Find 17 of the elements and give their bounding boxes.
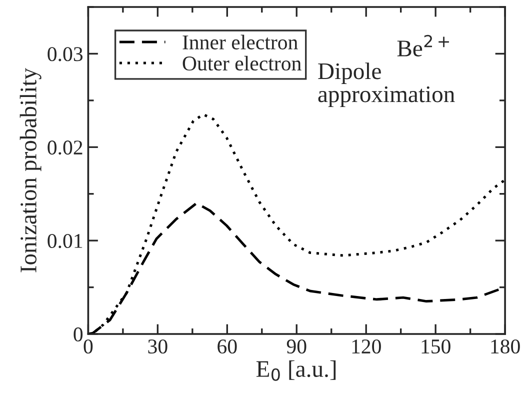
x-tick-label: 0 <box>84 339 93 354</box>
annotation: Be$^{2+}$ <box>397 34 449 56</box>
x-tick-label: 150 <box>422 339 450 354</box>
y-tick-label: 0.03 <box>48 47 83 62</box>
y-axis-title: Ionization probability <box>20 68 42 272</box>
x-axis-title: E$_{0}$ [a.u.] <box>256 360 336 381</box>
y-tick-label: 0 <box>74 327 83 342</box>
x-tick-label: 60 <box>218 339 237 354</box>
annotation: Dipole approximation <box>318 62 455 108</box>
y-tick-label: 0.02 <box>48 140 82 155</box>
x-tick-label: 180 <box>491 339 520 354</box>
x-tick-label: 90 <box>286 339 306 354</box>
x-tick-label: 30 <box>148 339 168 354</box>
y-tick-label: 0.01 <box>48 234 82 248</box>
legend-label: Outer electron <box>182 56 302 71</box>
x-tick-label: 120 <box>352 339 381 354</box>
legend-label: Inner electron <box>182 34 298 50</box>
